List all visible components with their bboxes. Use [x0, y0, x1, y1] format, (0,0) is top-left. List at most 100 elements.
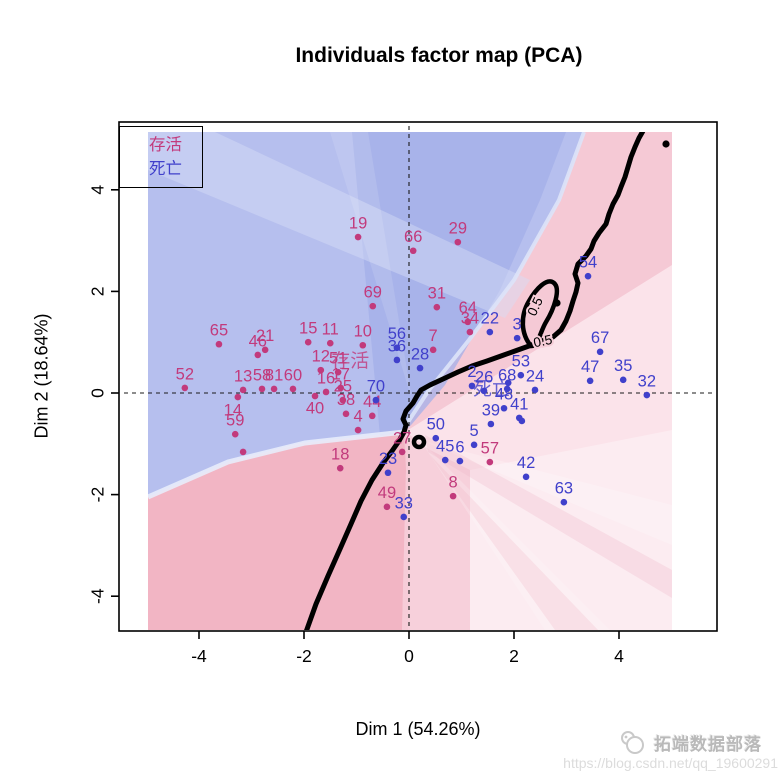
- individual-label: 41: [510, 395, 528, 413]
- x-tick-label: -2: [296, 646, 312, 666]
- individual-point: [468, 382, 476, 390]
- individual-point: [326, 339, 334, 347]
- individual-point: [584, 272, 592, 280]
- x-tick-label: 4: [614, 646, 624, 666]
- individual-label: 68: [498, 366, 516, 384]
- x-tick-label: 2: [509, 646, 519, 666]
- individual-point: [500, 404, 508, 412]
- individual-label: 69: [364, 283, 382, 301]
- individual-label: 4: [353, 407, 362, 425]
- individual-point: [586, 377, 594, 385]
- individual-label: 81: [265, 366, 283, 384]
- individual-point: [393, 356, 401, 364]
- individual-label: 38: [337, 391, 355, 409]
- individual-label: 18: [331, 446, 349, 464]
- individual-label: 64: [459, 299, 477, 317]
- individual-label: 48: [495, 386, 513, 404]
- individual-label: 65: [210, 322, 228, 340]
- individual-label: 12: [312, 347, 330, 365]
- individual-point: [531, 386, 539, 394]
- individual-label: 45: [436, 437, 454, 455]
- individual-point: [416, 364, 424, 372]
- individual-point: [384, 469, 392, 477]
- individual-label: 47: [581, 358, 599, 376]
- individual-point: [354, 233, 362, 241]
- individual-point: [339, 396, 347, 404]
- individual-point: [254, 351, 262, 359]
- individual-point: [470, 441, 478, 449]
- individual-label: 24: [526, 367, 544, 385]
- x-tick-label: -4: [191, 646, 207, 666]
- individual-point: [393, 344, 401, 352]
- individual-point: [560, 498, 568, 506]
- individual-point: [409, 247, 417, 255]
- individual-point: [270, 385, 278, 393]
- watermark-brand-text: 拓端数据部落: [654, 734, 762, 754]
- individual-label: 70: [367, 377, 385, 395]
- individual-point: [504, 379, 512, 387]
- individual-point: [522, 473, 530, 481]
- individual-label: 40: [306, 399, 324, 417]
- individual-label: 50: [427, 416, 445, 434]
- contour-level-label: 0.5: [532, 332, 553, 351]
- individual-label: 7: [429, 327, 438, 345]
- individual-label: 67: [591, 329, 609, 347]
- individual-label: 33: [395, 494, 413, 512]
- individual-label: 23: [379, 450, 397, 468]
- individual-point: [372, 396, 380, 404]
- x-axis-title: Dim 1 (54.26%): [355, 719, 481, 739]
- individual-label: 56: [388, 325, 406, 343]
- individual-label: 6: [455, 438, 464, 456]
- individual-point: [480, 387, 488, 395]
- group-centroid-label: 死亡: [473, 378, 511, 400]
- individual-point: [400, 513, 408, 521]
- individual-point: [517, 371, 525, 379]
- legend-item-survived: 存活: [149, 136, 182, 154]
- individual-point: [311, 392, 319, 400]
- individual-label: 19: [349, 214, 367, 232]
- individual-label: 42: [517, 454, 535, 472]
- individual-point: [369, 302, 377, 310]
- individual-point: [336, 464, 344, 472]
- y-tick-label: 4: [88, 185, 108, 195]
- individual-label: 25: [334, 377, 352, 395]
- individual-point: [337, 384, 345, 392]
- individual-label: 57: [481, 439, 499, 457]
- individual-point: [304, 338, 312, 346]
- individual-point: [429, 346, 437, 354]
- individual-point: [518, 417, 526, 425]
- individual-label: 11: [322, 321, 339, 339]
- individual-point: [454, 238, 462, 246]
- legend-item-died: 死亡: [149, 160, 182, 178]
- watermark-logo-icon: [621, 731, 644, 754]
- individual-point: [486, 328, 494, 336]
- individual-point: [456, 457, 464, 465]
- individual-point: [513, 334, 521, 342]
- individual-label: 49: [378, 484, 396, 502]
- individual-label: 53: [512, 353, 530, 371]
- individual-label: 26: [475, 368, 493, 386]
- individual-label: 60: [284, 366, 302, 384]
- individual-point: [359, 341, 367, 349]
- individual-label: 14: [224, 401, 242, 419]
- individual-label: 36: [388, 337, 406, 355]
- individual-label: 51: [329, 350, 347, 368]
- y-tick-label: 0: [88, 388, 108, 398]
- individual-point: [289, 385, 297, 393]
- individual-point: [503, 385, 511, 393]
- individual-label: 5: [470, 422, 479, 440]
- individual-label: 15: [299, 320, 317, 338]
- zero-reference-lines: [124, 126, 712, 630]
- individual-label: 44: [363, 393, 381, 411]
- watermark-url-text: https://blog.csdn.net/qq_19600291: [563, 755, 778, 771]
- individual-point: [449, 492, 457, 500]
- individual-label: 54: [579, 254, 597, 272]
- individual-label: 34: [461, 309, 479, 327]
- individual-label: 3: [513, 315, 522, 333]
- individual-point: [486, 458, 494, 466]
- individual-point: [464, 318, 472, 326]
- individual-label: 35: [614, 357, 632, 375]
